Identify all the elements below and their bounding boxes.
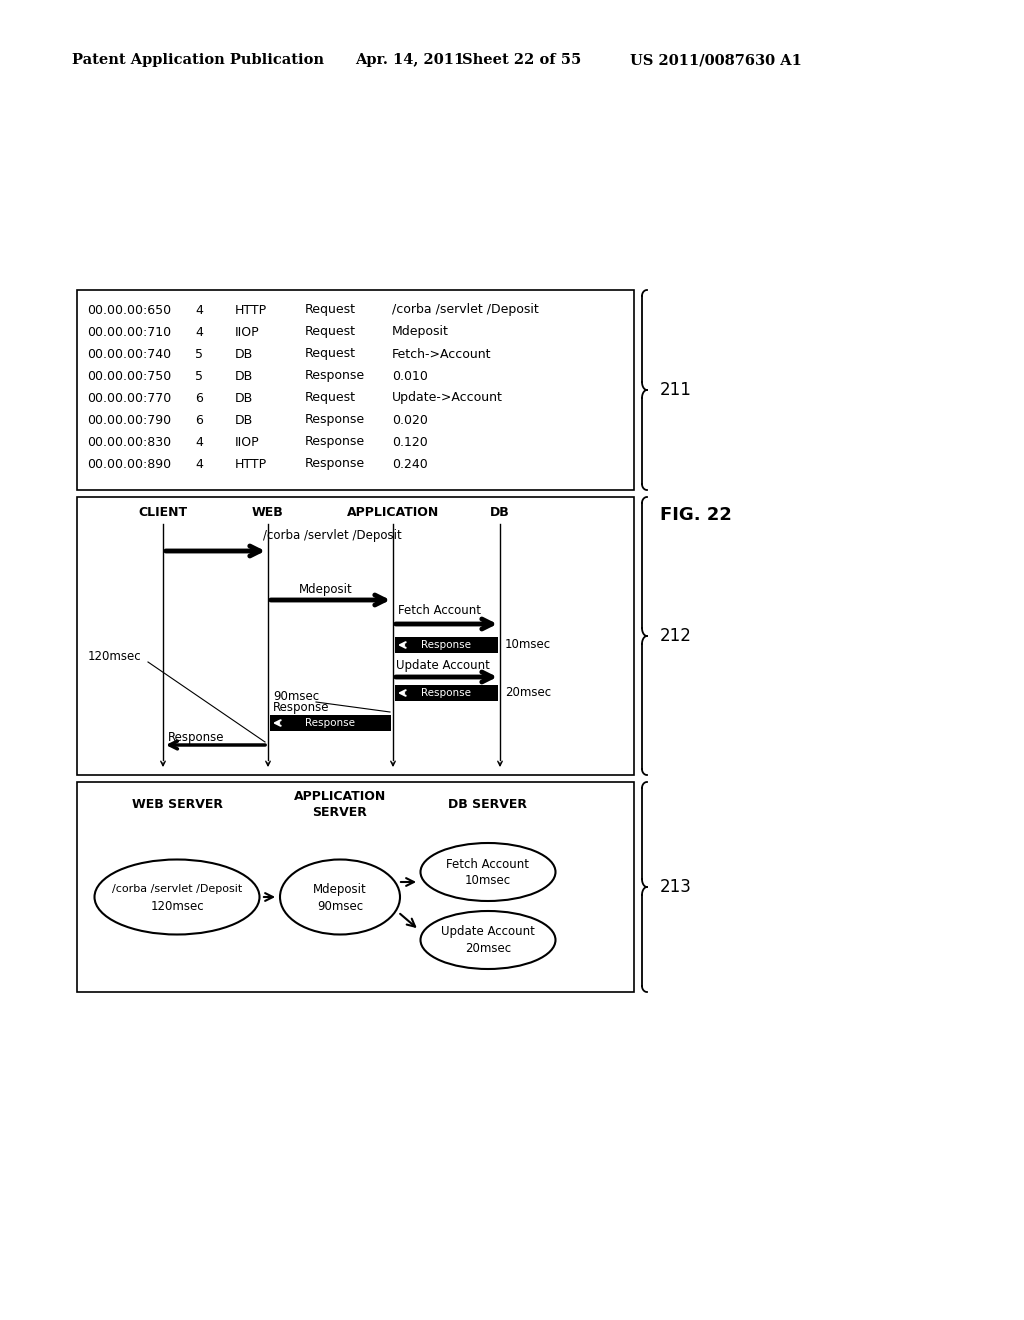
Text: 120msec: 120msec <box>151 900 204 913</box>
Bar <box>270 715 391 731</box>
Text: Response: Response <box>273 701 330 714</box>
Text: CLIENT: CLIENT <box>138 507 187 520</box>
Text: Fetch->Account: Fetch->Account <box>392 347 492 360</box>
Text: 4: 4 <box>195 304 203 317</box>
Text: DB SERVER: DB SERVER <box>449 797 527 810</box>
Text: 4: 4 <box>195 326 203 338</box>
Text: 4: 4 <box>195 458 203 470</box>
Text: 212: 212 <box>660 627 692 645</box>
Ellipse shape <box>280 859 400 935</box>
Text: Mdeposit: Mdeposit <box>392 326 449 338</box>
Text: 00.00.00:740: 00.00.00:740 <box>87 347 171 360</box>
Text: HTTP: HTTP <box>234 304 267 317</box>
Text: Response: Response <box>168 730 224 743</box>
Text: WEB: WEB <box>252 507 284 520</box>
Text: 10msec: 10msec <box>465 874 511 887</box>
Text: 213: 213 <box>660 878 692 896</box>
Text: /corba /servlet /Deposit: /corba /servlet /Deposit <box>392 304 539 317</box>
Text: 00.00.00:830: 00.00.00:830 <box>87 436 171 449</box>
Text: APPLICATION: APPLICATION <box>347 507 439 520</box>
Text: WEB SERVER: WEB SERVER <box>131 797 222 810</box>
Text: Request: Request <box>305 304 356 317</box>
Text: Request: Request <box>305 392 356 404</box>
Text: Apr. 14, 2011: Apr. 14, 2011 <box>355 53 464 67</box>
Text: IIOP: IIOP <box>234 326 260 338</box>
Ellipse shape <box>421 843 555 902</box>
Text: Patent Application Publication: Patent Application Publication <box>72 53 324 67</box>
Text: 00.00.00:750: 00.00.00:750 <box>87 370 171 383</box>
Text: 0.240: 0.240 <box>392 458 428 470</box>
Text: Response: Response <box>422 640 471 649</box>
Text: 90msec: 90msec <box>273 690 319 704</box>
Text: Fetch Account: Fetch Account <box>446 858 529 870</box>
Text: /corba /servlet /Deposit: /corba /servlet /Deposit <box>112 884 242 894</box>
Text: Response: Response <box>305 413 366 426</box>
Text: 00.00.00:650: 00.00.00:650 <box>87 304 171 317</box>
Text: 6: 6 <box>195 413 203 426</box>
Text: 00.00.00:710: 00.00.00:710 <box>87 326 171 338</box>
Text: 90msec: 90msec <box>317 900 364 913</box>
Text: DB: DB <box>490 507 510 520</box>
Text: US 2011/0087630 A1: US 2011/0087630 A1 <box>630 53 802 67</box>
Text: HTTP: HTTP <box>234 458 267 470</box>
Text: Request: Request <box>305 347 356 360</box>
Bar <box>77 781 634 993</box>
Text: Update Account: Update Account <box>441 925 535 939</box>
Text: Mdeposit: Mdeposit <box>313 883 367 895</box>
Bar <box>77 498 634 775</box>
Text: DB: DB <box>234 370 253 383</box>
Text: 120msec: 120msec <box>88 651 141 664</box>
Text: 0.120: 0.120 <box>392 436 428 449</box>
Text: Response: Response <box>305 370 366 383</box>
Text: Response: Response <box>305 436 366 449</box>
Ellipse shape <box>421 911 555 969</box>
Text: Mdeposit: Mdeposit <box>299 583 352 597</box>
Bar <box>395 685 498 701</box>
Text: Update->Account: Update->Account <box>392 392 503 404</box>
Text: 5: 5 <box>195 370 203 383</box>
Text: APPLICATION
SERVER: APPLICATION SERVER <box>294 789 386 818</box>
Text: 5: 5 <box>195 347 203 360</box>
Text: 6: 6 <box>195 392 203 404</box>
Text: Update Account: Update Account <box>396 659 489 672</box>
Text: Response: Response <box>422 688 471 698</box>
Text: 00.00.00:890: 00.00.00:890 <box>87 458 171 470</box>
Text: 20msec: 20msec <box>505 686 551 700</box>
Text: 0.010: 0.010 <box>392 370 428 383</box>
Text: Request: Request <box>305 326 356 338</box>
Text: /corba /servlet /Deposit: /corba /servlet /Deposit <box>263 528 401 541</box>
Bar <box>77 290 634 490</box>
Text: Sheet 22 of 55: Sheet 22 of 55 <box>462 53 582 67</box>
Text: Fetch Account: Fetch Account <box>398 603 481 616</box>
Text: 00.00.00:790: 00.00.00:790 <box>87 413 171 426</box>
Text: 0.020: 0.020 <box>392 413 428 426</box>
Bar <box>395 638 498 653</box>
Text: 20msec: 20msec <box>465 942 511 956</box>
Text: DB: DB <box>234 347 253 360</box>
Text: DB: DB <box>234 413 253 426</box>
Text: 00.00.00:770: 00.00.00:770 <box>87 392 171 404</box>
Text: Response: Response <box>305 718 355 729</box>
Ellipse shape <box>94 859 259 935</box>
Text: IIOP: IIOP <box>234 436 260 449</box>
Text: DB: DB <box>234 392 253 404</box>
Text: 4: 4 <box>195 436 203 449</box>
Text: FIG. 22: FIG. 22 <box>660 506 732 524</box>
Text: 211: 211 <box>660 381 692 399</box>
Text: 10msec: 10msec <box>505 639 551 652</box>
Text: Response: Response <box>305 458 366 470</box>
